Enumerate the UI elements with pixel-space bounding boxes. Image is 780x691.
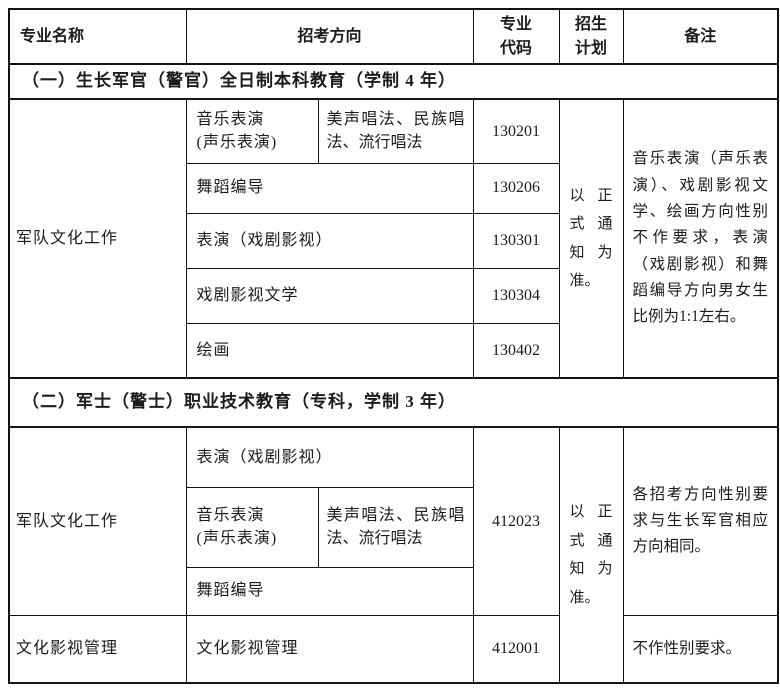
section-1-title-row: （一）生长军官（警官）全日制本科教育（学制 4 年） [8,63,779,100]
direction-line-1: 音乐表演 [196,111,265,129]
table-row: 绘画 130402 [9,322,778,379]
direction-cell: 绘画 [185,322,474,379]
direction-line-1: 音乐表演 [196,506,265,524]
section-2-plan-cell: 以正式通知为准。 [558,426,624,684]
direction-cell: 文化影视管理 [185,614,474,684]
table-row: 戏剧影视文学 130304 [9,267,778,324]
table-row: 音乐表演 (声乐表演) 美声唱法、民族唱法、流行唱法 [9,486,778,568]
section-2-major-cell-2: 文化影视管理 [8,614,187,684]
section-1-major-cell: 军队文化工作 [8,98,187,379]
section-1-plan-cell: 以正式通知为准。 [558,98,624,379]
sub-direction-cell: 美声唱法、民族唱法、流行唱法 [317,98,474,164]
section-2-major-cell: 军队文化工作 [8,426,187,616]
column-header-plan: 招生计划 [558,8,624,65]
section-2-remark-cell-2: 不作性别要求。 [622,614,779,684]
header-row: 专业名称 招考方向 专业代码 招生计划 备注 [8,8,779,65]
code-cell: 412023 [472,426,560,616]
code-cell: 412001 [472,614,560,684]
column-header-code: 专业代码 [472,8,560,65]
code-cell: 130201 [472,98,560,164]
sub-direction-cell: 美声唱法、民族唱法、流行唱法 [317,486,474,568]
section-1-remark-cell: 音乐表演（声乐表演）、戏剧影视文学、绘画方向性别不作要求，表演（戏剧影视）和舞蹈… [622,98,779,379]
column-header-major: 专业名称 [8,8,187,65]
section-1-title: （一）生长军官（警官）全日制本科教育（学制 4 年） [8,63,779,100]
direction-cell: 音乐表演 (声乐表演) [185,98,319,164]
direction-line-2: (声乐表演) [196,530,278,547]
section-2-remark-cell: 各招考方向性别要求与生长军官相应方向相同。 [622,426,779,616]
column-header-remark: 备注 [622,8,779,65]
plan-text: 以正式通知为准。 [569,504,613,606]
admissions-table: 专业名称 招考方向 专业代码 招生计划 备注 （一）生长军官（警官）全日制本科教… [8,8,780,684]
section-2-title: （二）军士（警士）职业技术教育（专科，学制 3 年） [8,377,779,428]
table-row: 表演（戏剧影视） 130301 [9,212,778,269]
direction-cell: 表演（戏剧影视） [185,212,474,269]
code-cell: 130206 [472,162,560,214]
direction-line-2: (声乐表演) [196,134,278,152]
section-2-title-row: （二）军士（警士）职业技术教育（专科，学制 3 年） [8,377,779,428]
table-row: 军队文化工作 表演（戏剧影视） 412023 以正式通知为准。 各招考方向性别要… [8,426,779,684]
table-row: 舞蹈编导 130206 [9,162,778,214]
direction-cell: 音乐表演 (声乐表演) [185,486,319,568]
plan-text: 以正式通知为准。 [569,187,613,290]
table-row: 军队文化工作 音乐表演 (声乐表演) 美声唱法、民族唱法、流行唱法 130201… [8,98,779,379]
column-header-plan-text: 招生计划 [575,15,608,57]
direction-cell: 舞蹈编导 [185,566,474,616]
direction-cell: 舞蹈编导 [185,162,474,214]
code-cell: 130402 [472,322,560,379]
table-row: 文化影视管理 文化影视管理 412001 不作性别要求。 [8,614,779,684]
direction-cell: 戏剧影视文学 [185,267,474,324]
direction-cell: 表演（戏剧影视） [185,426,474,488]
column-header-direction: 招考方向 [185,8,474,65]
code-cell: 130301 [472,212,560,269]
column-header-code-text: 专业代码 [500,15,533,57]
code-cell: 130304 [472,267,560,324]
